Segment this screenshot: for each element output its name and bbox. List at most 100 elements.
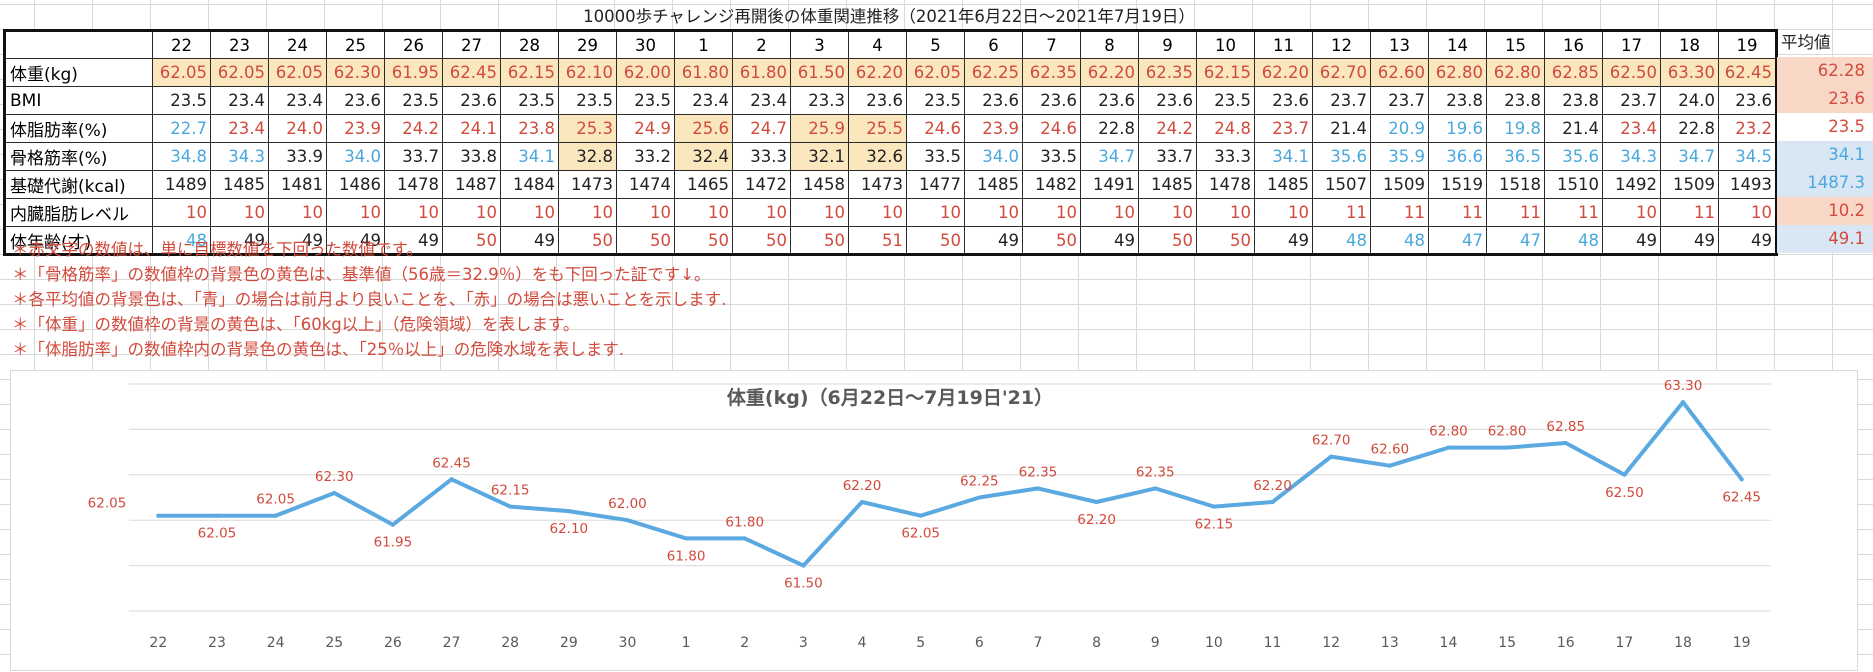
- value-cell[interactable]: 23.6: [1718, 86, 1777, 115]
- average-cell[interactable]: 62.28: [1777, 57, 1873, 85]
- value-cell[interactable]: 10: [616, 198, 675, 227]
- value-cell[interactable]: 23.4: [210, 86, 269, 115]
- value-cell[interactable]: 10: [442, 198, 501, 227]
- date-header-cell[interactable]: 14: [1428, 30, 1487, 59]
- value-cell[interactable]: 50: [674, 226, 733, 255]
- value-cell[interactable]: 24.8: [1196, 114, 1255, 143]
- average-cell[interactable]: 1487.3: [1777, 169, 1873, 197]
- value-cell[interactable]: 23.6: [964, 86, 1023, 115]
- value-cell[interactable]: 24.7: [732, 114, 791, 143]
- value-cell[interactable]: 23.5: [616, 86, 675, 115]
- value-cell[interactable]: 62.20: [1254, 58, 1313, 87]
- date-header-cell[interactable]: 11: [1254, 30, 1313, 59]
- date-header-cell[interactable]: 24: [268, 30, 327, 59]
- date-header-cell[interactable]: 4: [848, 30, 907, 59]
- value-cell[interactable]: 24.0: [1660, 86, 1719, 115]
- value-cell[interactable]: 1493: [1718, 170, 1777, 199]
- date-header-cell[interactable]: 16: [1544, 30, 1603, 59]
- date-header-cell[interactable]: 6: [964, 30, 1023, 59]
- value-cell[interactable]: 61.95: [384, 58, 443, 87]
- value-cell[interactable]: 24.0: [268, 114, 327, 143]
- value-cell[interactable]: 32.6: [848, 142, 907, 171]
- date-header-cell[interactable]: 19: [1718, 30, 1777, 59]
- row-label[interactable]: 内臓脂肪レベル: [4, 198, 153, 227]
- value-cell[interactable]: 62.05: [152, 58, 211, 87]
- value-cell[interactable]: 1458: [790, 170, 849, 199]
- value-cell[interactable]: 49: [1660, 226, 1719, 255]
- date-header-cell[interactable]: 5: [906, 30, 965, 59]
- value-cell[interactable]: 62.45: [442, 58, 501, 87]
- value-cell[interactable]: 62.15: [1196, 58, 1255, 87]
- date-header-cell[interactable]: 8: [1080, 30, 1139, 59]
- value-cell[interactable]: 10: [1080, 198, 1139, 227]
- value-cell[interactable]: 1487: [442, 170, 501, 199]
- row-label[interactable]: 体重(kg): [4, 58, 153, 87]
- value-cell[interactable]: 23.4: [268, 86, 327, 115]
- sheet-title[interactable]: 10000歩チャレンジ再開後の体重関連推移（2021年6月22日～2021年7月…: [583, 7, 1195, 26]
- value-cell[interactable]: 24.6: [906, 114, 965, 143]
- value-cell[interactable]: 1518: [1486, 170, 1545, 199]
- value-cell[interactable]: 1509: [1660, 170, 1719, 199]
- value-cell[interactable]: 62.80: [1486, 58, 1545, 87]
- row-label[interactable]: 体脂肪率(%): [4, 114, 153, 143]
- value-cell[interactable]: 33.9: [268, 142, 327, 171]
- value-cell[interactable]: 35.6: [1312, 142, 1371, 171]
- value-cell[interactable]: 34.5: [1718, 142, 1777, 171]
- value-cell[interactable]: 1507: [1312, 170, 1371, 199]
- value-cell[interactable]: 62.25: [964, 58, 1023, 87]
- value-cell[interactable]: 22.7: [152, 114, 211, 143]
- value-cell[interactable]: 1478: [384, 170, 443, 199]
- value-cell[interactable]: 32.4: [674, 142, 733, 171]
- value-cell[interactable]: 1485: [1254, 170, 1313, 199]
- value-cell[interactable]: 47: [1486, 226, 1545, 255]
- value-cell[interactable]: 1474: [616, 170, 675, 199]
- value-cell[interactable]: 10: [152, 198, 211, 227]
- value-cell[interactable]: 1491: [1080, 170, 1139, 199]
- value-cell[interactable]: 10: [964, 198, 1023, 227]
- value-cell[interactable]: 49: [1602, 226, 1661, 255]
- value-cell[interactable]: 49: [1718, 226, 1777, 255]
- value-cell[interactable]: 34.0: [964, 142, 1023, 171]
- value-cell[interactable]: 10: [1138, 198, 1197, 227]
- date-header-cell[interactable]: 9: [1138, 30, 1197, 59]
- value-cell[interactable]: 50: [732, 226, 791, 255]
- value-cell[interactable]: 1492: [1602, 170, 1661, 199]
- date-header-cell[interactable]: 29: [558, 30, 617, 59]
- value-cell[interactable]: 23.6: [1080, 86, 1139, 115]
- average-cell[interactable]: 34.1: [1777, 141, 1873, 169]
- value-cell[interactable]: 36.5: [1486, 142, 1545, 171]
- value-cell[interactable]: 50: [906, 226, 965, 255]
- value-cell[interactable]: 49: [384, 226, 443, 255]
- value-cell[interactable]: 33.3: [1196, 142, 1255, 171]
- value-cell[interactable]: 1484: [500, 170, 559, 199]
- value-cell[interactable]: 23.2: [1718, 114, 1777, 143]
- value-cell[interactable]: 62.05: [210, 58, 269, 87]
- value-cell[interactable]: 1509: [1370, 170, 1429, 199]
- value-cell[interactable]: 1478: [1196, 170, 1255, 199]
- value-cell[interactable]: 23.5: [500, 86, 559, 115]
- value-cell[interactable]: 23.7: [1370, 86, 1429, 115]
- row-label[interactable]: 骨格筋率(%): [4, 142, 153, 171]
- value-cell[interactable]: 33.5: [906, 142, 965, 171]
- value-cell[interactable]: 1489: [152, 170, 211, 199]
- value-cell[interactable]: 34.1: [500, 142, 559, 171]
- value-cell[interactable]: 23.5: [906, 86, 965, 115]
- average-cell[interactable]: 23.6: [1777, 85, 1873, 113]
- value-cell[interactable]: 23.4: [1602, 114, 1661, 143]
- value-cell[interactable]: 34.3: [1602, 142, 1661, 171]
- weight-line-chart[interactable]: 体重(kg)（6月22日～7月19日'21） 62.05 62.05 62.05 62.…: [10, 370, 1858, 671]
- row-label[interactable]: 基礎代謝(kcal): [4, 170, 153, 199]
- value-cell[interactable]: 1473: [558, 170, 617, 199]
- value-cell[interactable]: 23.3: [790, 86, 849, 115]
- value-cell[interactable]: 10: [384, 198, 443, 227]
- value-cell[interactable]: 62.15: [500, 58, 559, 87]
- header-corner-cell[interactable]: [4, 30, 153, 59]
- value-cell[interactable]: 61.80: [732, 58, 791, 87]
- date-header-cell[interactable]: 12: [1312, 30, 1371, 59]
- date-header-cell[interactable]: 18: [1660, 30, 1719, 59]
- value-cell[interactable]: 23.6: [442, 86, 501, 115]
- value-cell[interactable]: 62.60: [1370, 58, 1429, 87]
- value-cell[interactable]: 62.00: [616, 58, 675, 87]
- value-cell[interactable]: 47: [1428, 226, 1487, 255]
- value-cell[interactable]: 10: [674, 198, 733, 227]
